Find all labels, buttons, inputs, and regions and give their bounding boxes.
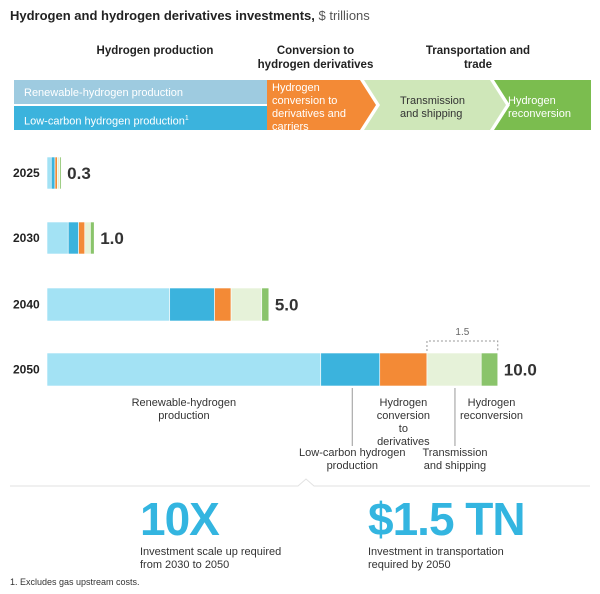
banner-renewable-label: Renewable-hydrogen production xyxy=(24,87,183,99)
banner-shipping-label: Transmission and shipping xyxy=(400,95,465,120)
footer-divider xyxy=(10,478,590,487)
banner-conversion-label: Hydrogen conversion to derivatives and c… xyxy=(272,82,346,133)
bar-label-shipping: Transmission and shipping xyxy=(422,447,487,472)
chart-title-unit: $ trillions xyxy=(318,8,370,23)
bar-2050-renewable xyxy=(46,352,322,387)
bar-2050-reconversion xyxy=(480,352,499,387)
bar-label-conversion: Hydrogen conversion to derivatives xyxy=(377,397,430,448)
total-label-2040: 5.0 xyxy=(275,296,299,315)
bar-2040-low-carbon xyxy=(169,287,215,322)
bar-2050-low-carbon xyxy=(320,352,381,387)
stage-conversion-heading: Conversion to hydrogen derivatives xyxy=(257,45,374,71)
total-label-2025: 0.3 xyxy=(67,164,91,183)
banner-shipping-arrow xyxy=(364,80,506,130)
transport-bracket xyxy=(426,340,499,351)
banner-low-carbon-text: Low-carbon hydrogen production xyxy=(24,115,185,128)
bar-2030-renewable xyxy=(46,221,69,255)
banner-reconversion-arrow xyxy=(494,80,591,130)
stage-transport-heading: Transportation and trade xyxy=(425,45,531,71)
bar-label-renewable: Renewable-hydrogen production xyxy=(132,397,237,422)
bar-2030-low-carbon xyxy=(67,221,79,255)
banner-reconversion-label: Hydrogen reconversion xyxy=(508,95,571,120)
stat-scale-up-value: 10X xyxy=(140,493,220,545)
bar-2030-conversion xyxy=(78,221,86,255)
banner-footnote-marker: 1 xyxy=(184,115,189,122)
bar-2025-renewable xyxy=(46,156,52,190)
footnote: 1. Excludes gas upstream costs. xyxy=(10,577,140,587)
bar-2025-shipping xyxy=(57,156,61,190)
bar-2040-shipping xyxy=(230,287,263,322)
banner-renewable-band xyxy=(14,80,267,104)
stat-scale-up-desc: Investment scale up required from 2030 t… xyxy=(140,546,282,571)
stage-banner xyxy=(14,80,591,130)
bar-2050-conversion xyxy=(379,352,428,387)
stat-transport-desc: Investment in transportation required by… xyxy=(368,546,504,571)
stat-scale-up: 10X Investment scale up required from 20… xyxy=(140,492,300,572)
footer-divider-line xyxy=(10,478,590,487)
year-label-2030: 2030 xyxy=(13,231,40,245)
stat-transport-investment: $1.5 TN Investment in transportation req… xyxy=(368,492,528,572)
bar-2030-shipping xyxy=(84,221,91,255)
bar-2030-reconversion xyxy=(90,221,95,255)
bar-2025-conversion xyxy=(54,156,58,190)
bar-label-reconversion: Hydrogen reconversion xyxy=(460,397,523,422)
banner-low-carbon-label: Low-carbon hydrogen production1 xyxy=(24,112,189,129)
bar-2040-conversion xyxy=(214,287,232,322)
banner-low-carbon-band xyxy=(14,106,267,130)
bar-2040-renewable xyxy=(46,287,171,322)
bar-2025-low-carbon xyxy=(50,156,56,190)
investment-chart: 2025 0.3 2030 1.0 2040 5.0 2050 10.0 1.5 Renewabl… xyxy=(13,156,537,472)
stat-transport-value: $1.5 TN xyxy=(368,493,526,545)
year-label-2040: 2040 xyxy=(13,298,40,312)
bar-label-low-carbon: Low-carbon hydrogen production xyxy=(299,447,405,472)
year-label-2050: 2050 xyxy=(13,363,40,377)
bar-2050-shipping xyxy=(426,352,482,387)
stage-production-heading: Hydrogen production xyxy=(96,45,214,57)
banner-conversion-arrow xyxy=(267,80,376,130)
chart-title-main: Hydrogen and hydrogen derivatives invest… xyxy=(10,8,315,23)
bar-2040-reconversion xyxy=(261,287,270,322)
year-label-2025: 2025 xyxy=(13,166,40,180)
total-label-2050: 10.0 xyxy=(504,361,537,380)
transport-annotation: 1.5 xyxy=(455,327,469,338)
bar-2025-reconversion xyxy=(59,156,62,190)
chart-title: Hydrogen and hydrogen derivatives invest… xyxy=(10,8,370,23)
total-label-2030: 1.0 xyxy=(100,229,124,248)
